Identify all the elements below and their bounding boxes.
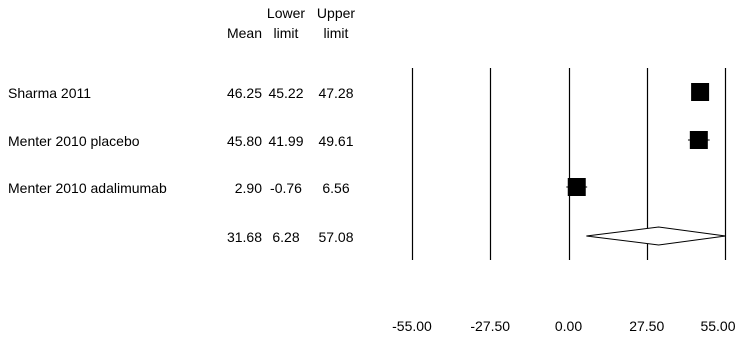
x-tick-label: -55.00 [392,318,432,334]
study-upper: 6.56 [322,180,350,196]
summary-lower: 6.28 [272,229,300,245]
header-upper-line1: Upper [316,5,356,21]
study-upper: 47.28 [318,85,354,101]
study-lower: 45.22 [268,85,304,101]
summary-mean: 31.68 [226,229,262,245]
header-upper-line2: limit [323,25,349,41]
study-lower: -0.76 [270,180,302,196]
study-label: Menter 2010 placebo [8,133,140,149]
header-lower-line2: limit [273,25,299,41]
x-tick-label: 0.00 [554,318,583,334]
x-tick-label: 27.50 [629,318,665,334]
study-upper: 49.61 [318,133,354,149]
study-lower: 41.99 [268,133,304,149]
summary-diamond [586,226,726,246]
study-label: Sharma 2011 [8,85,92,101]
study-label: Menter 2010 adalimumab [8,180,167,196]
summary-upper: 57.08 [318,229,354,245]
study-point-marker [567,178,586,196]
study-mean: 45.80 [226,133,262,149]
x-tick-label: 55.00 [700,318,736,334]
study-point-marker [689,131,708,149]
x-tick-label: -27.50 [470,318,511,334]
header-mean: Mean [226,25,262,41]
study-mean: 46.25 [226,85,262,101]
header-lower-line1: Lower [266,5,306,21]
study-point-marker [691,83,710,101]
study-mean: 2.90 [234,180,262,196]
